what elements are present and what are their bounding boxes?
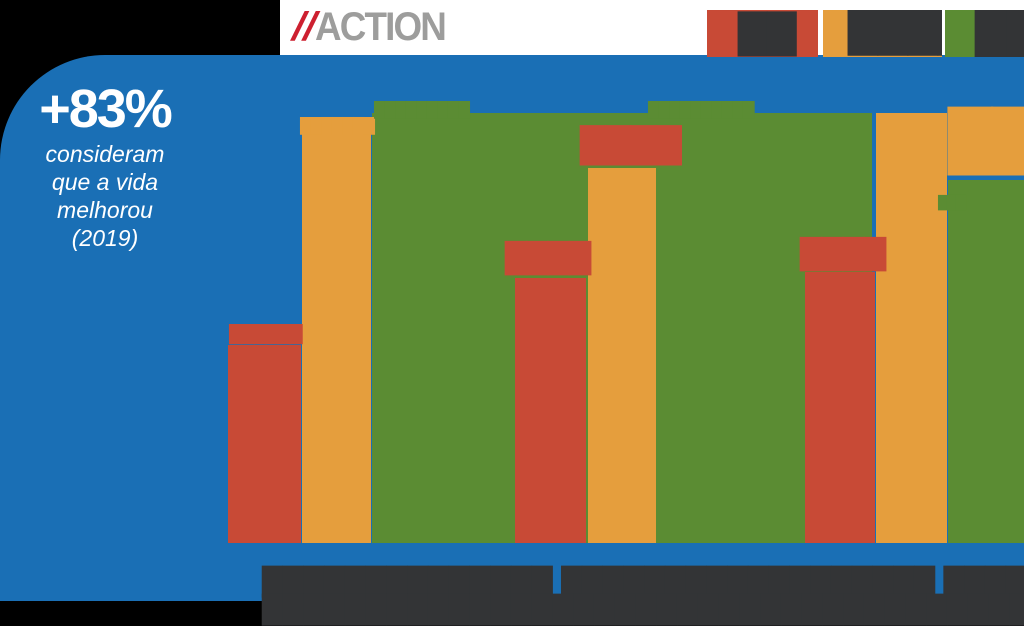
badge-line-2: que a vida <box>51 169 159 195</box>
data-label-green3: ███ <box>938 196 966 211</box>
bar-green-group3 <box>948 180 1024 543</box>
legend-item-green: ███ <box>945 10 1024 57</box>
data-label-red-orange2: ████ <box>580 126 682 166</box>
data-label-orange3: ██ <box>948 107 1024 175</box>
legend-label-orange: ████ <box>848 11 942 56</box>
data-label-orange1: ███████ <box>300 117 375 135</box>
data-label-green-a: █████████ <box>374 101 470 119</box>
caption-line-1: ██████████████ ██████████████████ ██████… <box>262 567 1024 598</box>
data-label-red3: ████ <box>800 237 886 271</box>
data-label-red2: ████ <box>505 241 591 275</box>
caption-line-2: ████████████████████████████████████████… <box>262 595 1024 626</box>
badge-line-3: melhorou <box>57 197 153 223</box>
bar-orange-group2 <box>588 168 656 543</box>
bar-orange-group3 <box>876 113 947 543</box>
legend-label-green: ███ <box>975 10 1024 57</box>
badge-line-4: (2019) <box>71 225 139 251</box>
data-label-green-b: ██████████ <box>648 101 754 119</box>
bar-red-group2 <box>515 278 586 543</box>
logo-slashes-icon: // <box>290 5 318 49</box>
highlight-badge: +83% consideram que a vida melhorou (201… <box>15 82 195 252</box>
chart-caption: ██████████████ ██████████████████ ███ ███… <box>262 567 1024 626</box>
action-logo: //ACTION <box>290 5 457 49</box>
bar-red-group3 <box>805 272 875 543</box>
legend-item-red: ██ <box>707 10 818 57</box>
legend-item-orange: ████ <box>823 10 942 57</box>
bar-orange-group1 <box>302 133 371 543</box>
badge-headline: +83% <box>39 79 173 139</box>
data-label-red1: ██████ <box>229 325 302 345</box>
badge-line-1: consideram <box>45 141 165 167</box>
bar-red-group1 <box>228 345 301 543</box>
logo-wordmark: ACTION <box>315 5 447 49</box>
legend-label-red: ██ <box>738 12 797 56</box>
